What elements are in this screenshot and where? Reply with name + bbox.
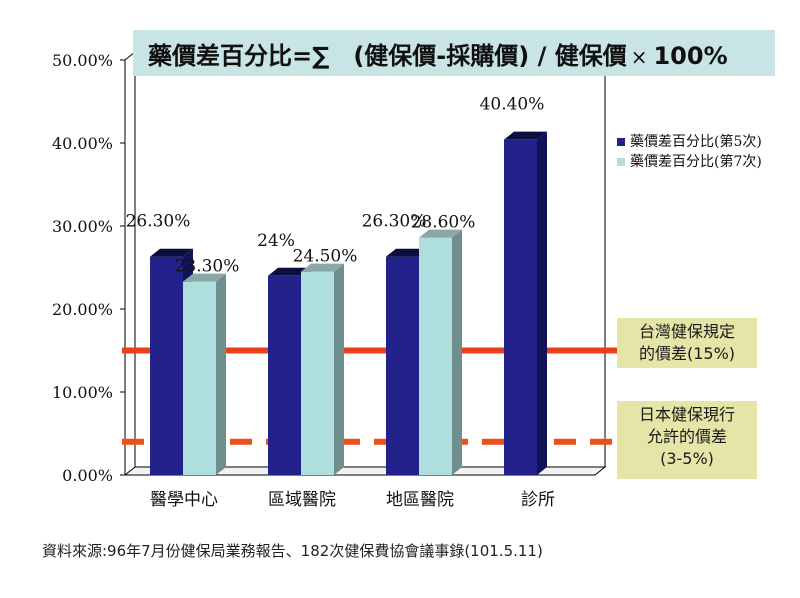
bar-side [216,273,226,475]
y-axis-ticks: 0.00% 10.00% 20.00% 30.00% 40.00% 50.00% [52,51,125,485]
data-labels: 26.30%23.30%24%24.50%26.30%28.60%40.40% [126,95,545,277]
taiwan-limit-note: 台灣健保規定 的價差(15%) [617,318,757,368]
y-tick-label: 30.00% [52,217,113,236]
x-tick-label: 區域醫院 [268,490,336,510]
bar [504,139,537,475]
bar-top [150,248,193,257]
bar [268,275,301,475]
formula-banner [133,30,775,76]
data-label: 40.40% [480,95,545,115]
legend-label: 藥價差百分比(第7次) [630,153,762,170]
x-axis-labels: 醫學中心 區域醫院 地區醫院 診所 [150,490,555,510]
legend-swatch [617,138,625,146]
bars [150,131,547,475]
formula-multiply-sign: × [630,45,648,69]
y-tick-label: 10.00% [52,383,113,402]
bar [150,256,183,475]
y-tick-label: 0.00% [62,466,113,485]
x-tick-label: 診所 [521,490,555,510]
y-tick-label: 40.00% [52,134,113,153]
legend-swatch [617,158,625,166]
data-label: 23.30% [175,257,240,277]
y-tick-label: 20.00% [52,300,113,319]
bar [183,281,216,475]
bar-top [268,267,311,276]
bar-side [537,131,547,475]
legend: 藥價差百分比(第5次) 藥價差百分比(第7次) [617,133,762,170]
bar-side [334,263,344,475]
data-label: 24% [257,231,295,251]
data-label: 26.30% [362,212,427,232]
data-label: 24.50% [293,247,358,267]
bar-top [386,248,429,257]
reference-note-line: 日本健保現行 [638,405,735,424]
bar-top [419,229,462,238]
bar [419,237,452,475]
bar-top [301,263,344,272]
x-tick-label: 醫學中心 [150,490,218,510]
reference-note-line: 台灣健保規定 [638,322,735,341]
formula-expression: 藥價差百分比=∑ (健保價-採購價) / 健保價 [148,42,627,70]
japan-limit-note: 日本健保現行 允許的價差 (3-5%) [617,401,757,479]
reference-note-line: 允許的價差 [646,427,727,446]
x-tick-label: 地區醫院 [386,490,454,510]
bar-top [504,131,547,140]
bar-top [183,273,226,282]
legend-label: 藥價差百分比(第5次) [630,133,762,150]
data-label: 28.60% [411,213,476,233]
bar [301,271,334,475]
bar-side [452,229,462,475]
data-label: 26.30% [126,212,191,232]
source-note: 資料來源:96年7月份健保局業務報告、182次健保費協會議事錄(101.5.11… [42,542,543,560]
bar [386,256,419,475]
formula-percent: 100% [653,42,728,70]
y-tick-label: 50.00% [52,51,113,70]
reference-note-line: (3-5%) [660,449,714,468]
reference-note-line: 的價差(15%) [638,344,736,363]
formula-title: 藥價差百分比=∑ (健保價-採購價) / 健保價 × 100% [148,36,728,71]
